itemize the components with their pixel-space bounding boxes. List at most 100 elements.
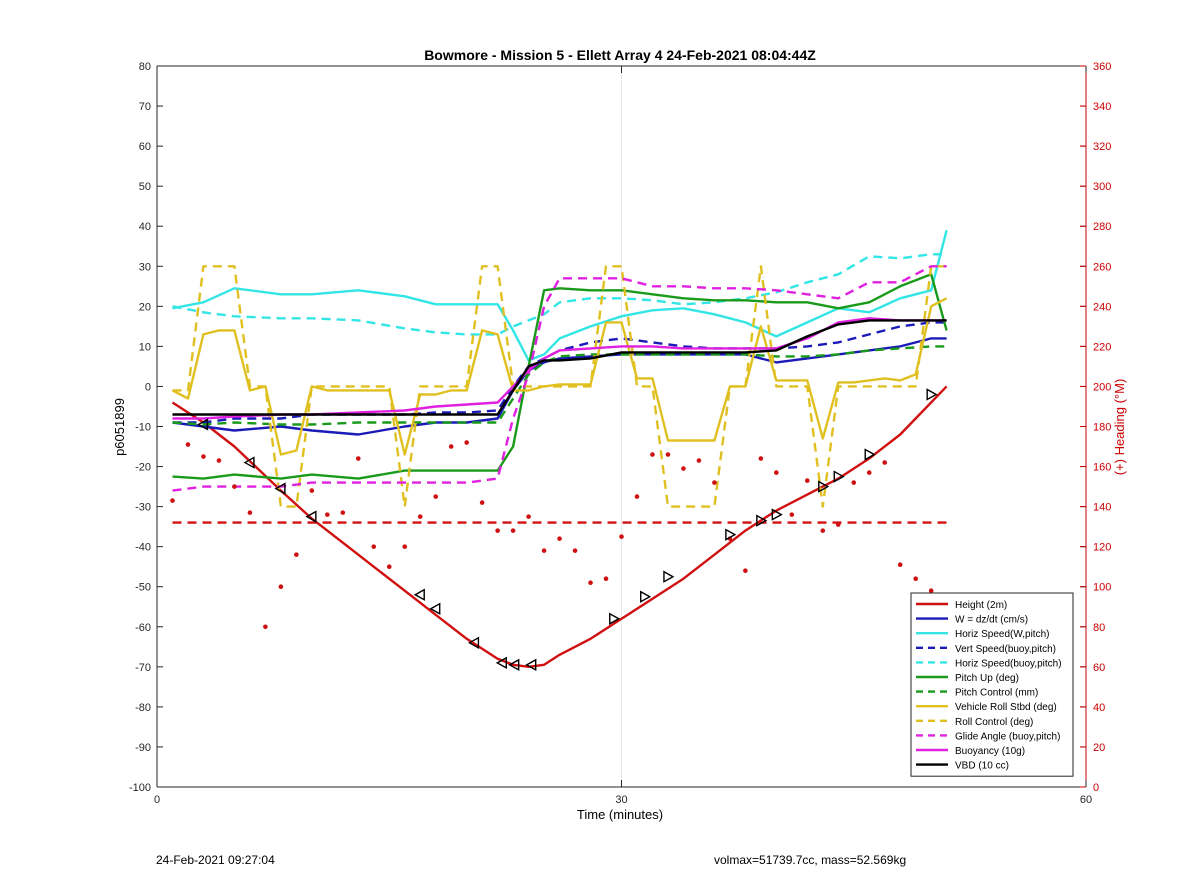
y2-tick-label: 320: [1093, 141, 1111, 153]
legend-entry: Horiz Speed(W,pitch): [955, 629, 1049, 640]
y-tick-label: 0: [145, 381, 151, 393]
heading-point: [650, 452, 655, 457]
legend-entry: Buoyancy (10g): [955, 746, 1025, 757]
heading-point: [355, 456, 361, 461]
y2-tick-label: 60: [1093, 662, 1105, 674]
right-axis-label: (+) Heading (°M): [1112, 379, 1127, 476]
heading-point: [340, 510, 346, 515]
legend-box: [910, 592, 1074, 777]
heading-marker: [864, 448, 876, 461]
heading-marker: [274, 482, 286, 495]
legend: Height (2m) W = dz/dt (cm/s) Horiz Speed(W…: [910, 592, 1074, 777]
series-8-line: [172, 265, 947, 508]
y2-tick-label: 100: [1093, 582, 1111, 594]
y-tick-label: -80: [135, 702, 151, 714]
heading-point: [603, 576, 609, 582]
heading-point: [634, 494, 640, 499]
y2-tick-label: 140: [1093, 502, 1111, 514]
y-tick-label: -60: [135, 622, 151, 634]
heading-point: [185, 442, 191, 447]
legend-entry: VBD (10 cc): [955, 761, 1009, 772]
heading-marker: [525, 658, 537, 672]
y2-tick-label: 340: [1093, 101, 1111, 113]
heading-marker: [771, 508, 783, 521]
axes-layer: 80706050403020100-10-20-30-40-50-60-70-8…: [129, 61, 1111, 806]
legend-entry: Roll Control (deg): [955, 717, 1033, 728]
heading-point: [774, 470, 779, 475]
legend-entry: Height (2m): [955, 600, 1007, 611]
heading-point: [882, 460, 888, 465]
heading-point: [526, 514, 531, 519]
series-9-line: [172, 265, 947, 492]
heading-point: [913, 576, 918, 582]
heading-marker: [429, 602, 441, 615]
heading-point: [928, 588, 934, 594]
y-tick-label: 10: [139, 341, 151, 353]
y2-tick-label: 260: [1093, 261, 1111, 273]
heading-point: [897, 562, 903, 567]
heading-point: [572, 548, 578, 553]
heading-point: [743, 568, 748, 573]
series-7-line: [171, 297, 948, 456]
heading-point: [170, 498, 175, 503]
heading-point: [247, 510, 253, 515]
y2-tick-label: 40: [1093, 702, 1105, 714]
y-tick-label: -10: [135, 422, 151, 434]
x-tick-label: 30: [615, 794, 627, 806]
heading-point: [835, 522, 841, 527]
x-tick-label: 0: [154, 794, 160, 806]
heading-marker: [725, 528, 737, 541]
heading-point: [851, 480, 857, 485]
heading-point: [433, 494, 439, 499]
heading-marker: [467, 636, 480, 649]
y-tick-label: -30: [135, 502, 151, 514]
heading-marker: [413, 588, 425, 601]
y2-tick-label: 280: [1093, 221, 1111, 233]
series-10-line: [172, 317, 947, 420]
y-axis-label: p6051899: [112, 398, 127, 456]
heading-point: [588, 580, 593, 586]
y-tick-label: 40: [139, 221, 151, 233]
y-tick-label: -50: [135, 582, 151, 594]
y2-tick-label: 220: [1093, 341, 1111, 353]
x-axis-label: Time (minutes): [577, 807, 663, 822]
legend-entry: Vert Speed(buoy,pitch): [955, 644, 1056, 655]
y-tick-label: 50: [139, 181, 151, 193]
series-6-line: [172, 345, 947, 426]
heading-point: [402, 544, 408, 549]
legend-entry: W = dz/dt (cm/s): [955, 615, 1028, 626]
heading-point: [681, 466, 686, 471]
y2-tick-label: 120: [1093, 542, 1111, 554]
series-11-line: [172, 319, 947, 416]
series-5-line: [172, 273, 948, 480]
series-4-line: [172, 253, 947, 336]
heading-point: [758, 456, 764, 461]
heading-marker: [243, 456, 255, 469]
heading-point: [805, 478, 810, 483]
heading-marker: [926, 388, 938, 401]
heading-point: [510, 528, 516, 533]
legend-entry: Pitch Control (mm): [955, 688, 1038, 699]
y2-tick-label: 0: [1093, 782, 1099, 794]
heading-marker: [833, 470, 845, 483]
heading-point: [712, 480, 717, 485]
heading-marker: [818, 480, 830, 493]
y-tick-label: 20: [139, 301, 151, 313]
heading-point: [278, 584, 284, 590]
y-tick-label: 60: [139, 141, 151, 153]
y-tick-label: -90: [135, 742, 151, 754]
y2-tick-label: 240: [1093, 301, 1111, 313]
legend-entry: Pitch Up (deg): [955, 673, 1019, 684]
y2-tick-label: 200: [1093, 381, 1111, 393]
series-1-line: [172, 337, 947, 436]
heading-marker: [197, 418, 209, 431]
heading-point: [619, 534, 624, 539]
heading-point: [479, 500, 485, 505]
y-tick-label: -20: [135, 462, 151, 474]
heading-point: [495, 528, 500, 533]
heading-point: [820, 528, 826, 533]
heading-point: [696, 458, 702, 463]
heading-point: [216, 458, 222, 463]
heading-marker: [495, 656, 507, 670]
